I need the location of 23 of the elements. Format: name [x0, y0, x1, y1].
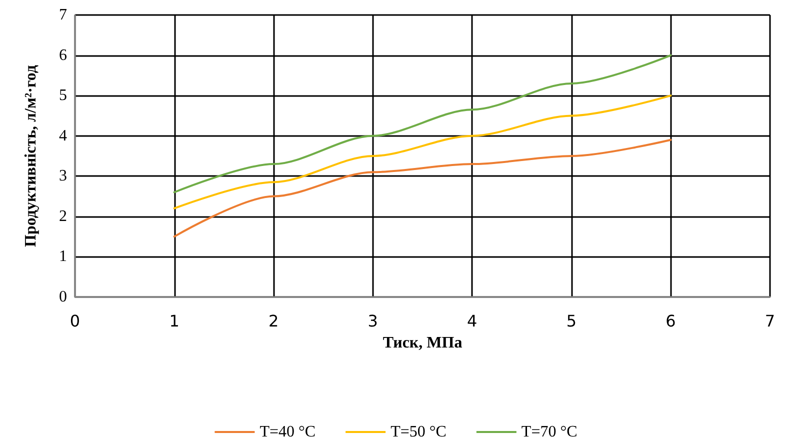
x-tick-label: 1: [169, 312, 180, 330]
y-tick-label: 1: [59, 248, 67, 266]
line-series: [173, 138, 672, 238]
line-series: [173, 94, 672, 210]
y-tick-label: 5: [59, 87, 67, 104]
y-tick-label: 3: [59, 168, 67, 185]
x-axis-title: Тиск, МПа: [382, 334, 462, 352]
y-tick-label: 0: [59, 288, 67, 306]
y-tick-label: 4: [59, 127, 67, 144]
legend-label: T=50 °C: [390, 424, 446, 440]
x-tick-label: 7: [764, 312, 776, 330]
y-tick-label: 6: [59, 46, 67, 64]
x-tick-label: 3: [368, 312, 378, 330]
line-series: [173, 54, 672, 194]
x-tick-label: 4: [467, 312, 478, 330]
y-tick-label: 2: [59, 208, 67, 225]
y-axis-title: Продуктивність, л/м²·год: [22, 65, 40, 247]
legend-label: T=40 °C: [260, 424, 316, 440]
legend-label: T=70 °C: [521, 424, 578, 440]
x-tick-label: 5: [566, 312, 577, 330]
x-tick-label: 2: [268, 312, 279, 330]
x-tick-label: 6: [666, 312, 676, 330]
y-tick-label: 7: [59, 6, 67, 24]
